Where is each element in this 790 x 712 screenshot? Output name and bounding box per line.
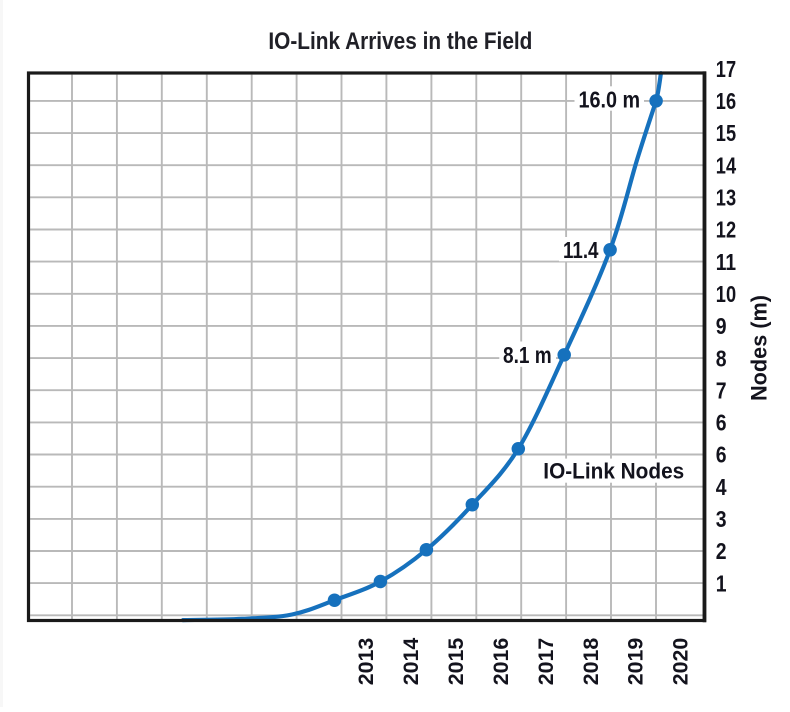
svg-text:7: 7: [716, 377, 727, 403]
svg-text:2016: 2016: [490, 638, 513, 686]
svg-text:11: 11: [716, 249, 736, 275]
svg-text:1: 1: [716, 570, 727, 596]
svg-text:14: 14: [716, 152, 736, 178]
svg-text:3: 3: [716, 506, 727, 532]
svg-text:6: 6: [716, 410, 727, 436]
svg-text:8: 8: [716, 345, 727, 371]
svg-text:IO-Link Nodes: IO-Link Nodes: [543, 459, 684, 484]
svg-text:2018: 2018: [580, 637, 603, 685]
svg-text:8.1 m: 8.1 m: [503, 342, 552, 368]
svg-text:2014: 2014: [400, 637, 423, 685]
svg-text:15: 15: [716, 120, 736, 146]
svg-text:17: 17: [716, 56, 736, 82]
svg-text:6: 6: [716, 442, 727, 468]
svg-text:11.4: 11.4: [563, 237, 599, 263]
svg-text:12: 12: [716, 217, 736, 243]
svg-text:16.0 m: 16.0 m: [579, 86, 641, 112]
svg-text:2017: 2017: [535, 638, 558, 686]
svg-text:2019: 2019: [625, 638, 648, 686]
svg-text:IO-Link Arrives in the Field: IO-Link Arrives in the Field: [268, 28, 532, 55]
svg-text:2: 2: [716, 538, 727, 564]
svg-text:2015: 2015: [445, 637, 468, 685]
svg-text:4: 4: [716, 474, 727, 500]
svg-text:Nodes (m): Nodes (m): [747, 295, 772, 401]
svg-text:13: 13: [716, 185, 736, 211]
svg-text:2013: 2013: [355, 638, 378, 686]
svg-text:10: 10: [716, 281, 736, 307]
svg-text:16: 16: [716, 88, 736, 114]
svg-text:9: 9: [716, 313, 727, 339]
svg-text:2020: 2020: [670, 638, 693, 686]
